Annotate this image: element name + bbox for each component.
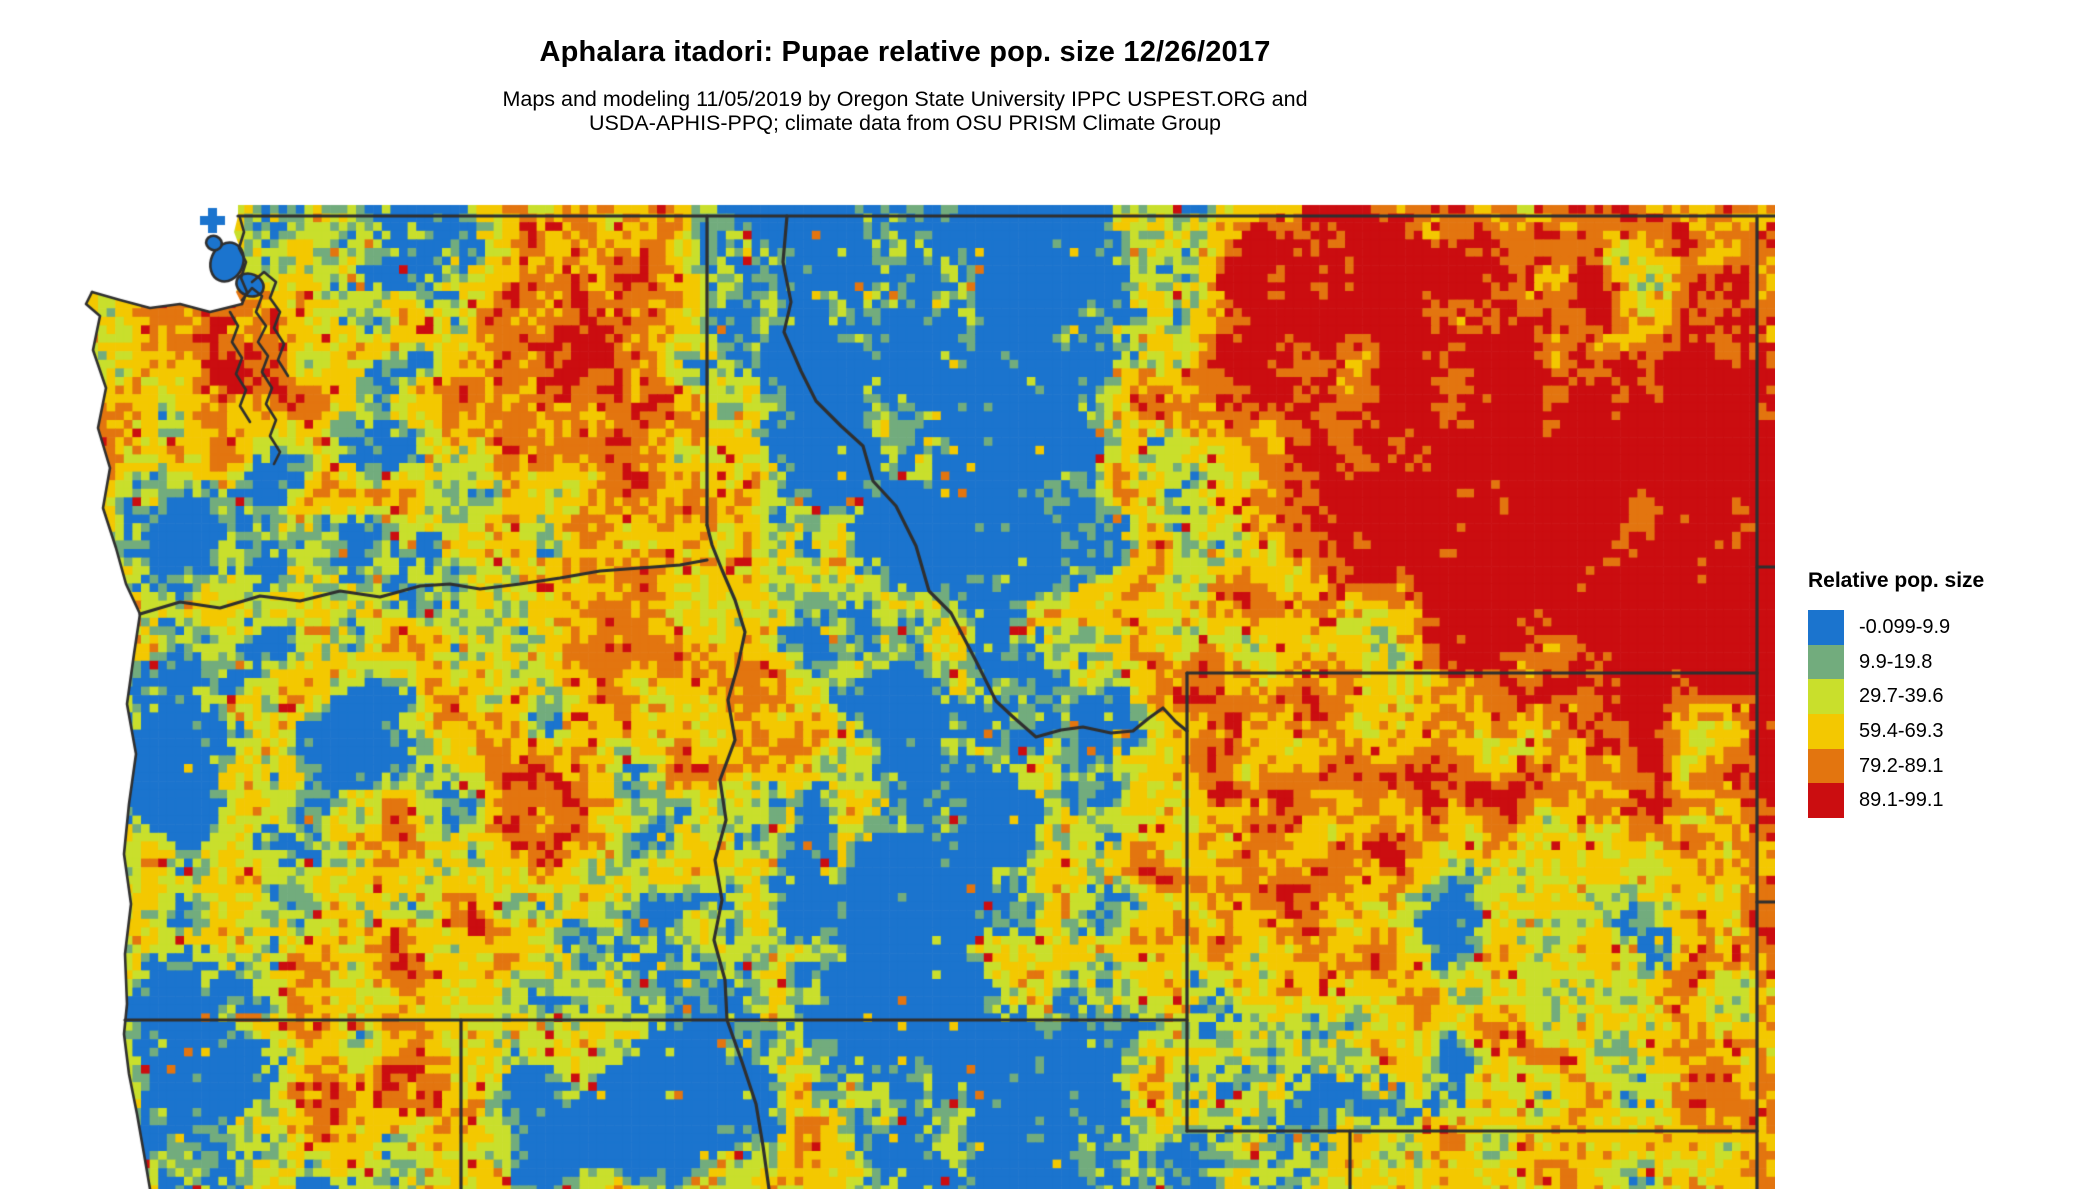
legend-items: -0.099-9.9 9.9-19.8 29.7-39.6 59.4-69.3 79.2… [1808,610,1984,819]
legend-swatch [1808,783,1844,819]
figure-title: Aphalara itadori: Pupae relative pop. si… [539,36,1271,68]
map-canvas [50,170,1775,1189]
legend-item: 59.4-69.3 [1808,714,1984,749]
legend-label: 79.2-89.1 [1859,754,1944,777]
subtitle-line-1: Maps and modeling 11/05/2019 by Oregon S… [502,87,1308,111]
legend-swatch [1808,714,1844,749]
legend-label: -0.099-9.9 [1859,615,1951,638]
legend-label: 59.4-69.3 [1859,719,1944,742]
legend-swatch [1808,610,1844,645]
legend-item: 79.2-89.1 [1808,748,1984,784]
legend-item: 9.9-19.8 [1808,644,1984,680]
legend-item: -0.099-9.9 [1808,610,1984,645]
subtitle-line-2: USDA-APHIS-PPQ; climate data from OSU PR… [588,111,1222,135]
legend-swatch [1808,748,1844,784]
legend: Relative pop. size -0.099-9.9 9.9-19.8 29.… [1808,569,1985,819]
legend-label: 9.9-19.8 [1859,650,1933,673]
legend-item: 89.1-99.1 [1808,783,1984,819]
legend-swatch [1808,679,1844,715]
legend-label: 29.7-39.6 [1859,685,1944,708]
legend-swatch [1808,644,1844,680]
legend-item: 29.7-39.6 [1808,679,1984,715]
figure-subtitle: Maps and modeling 11/05/2019 by Oregon S… [0,87,1810,135]
legend-label: 89.1-99.1 [1859,789,1944,812]
legend-title: Relative pop. size [1808,569,1985,592]
